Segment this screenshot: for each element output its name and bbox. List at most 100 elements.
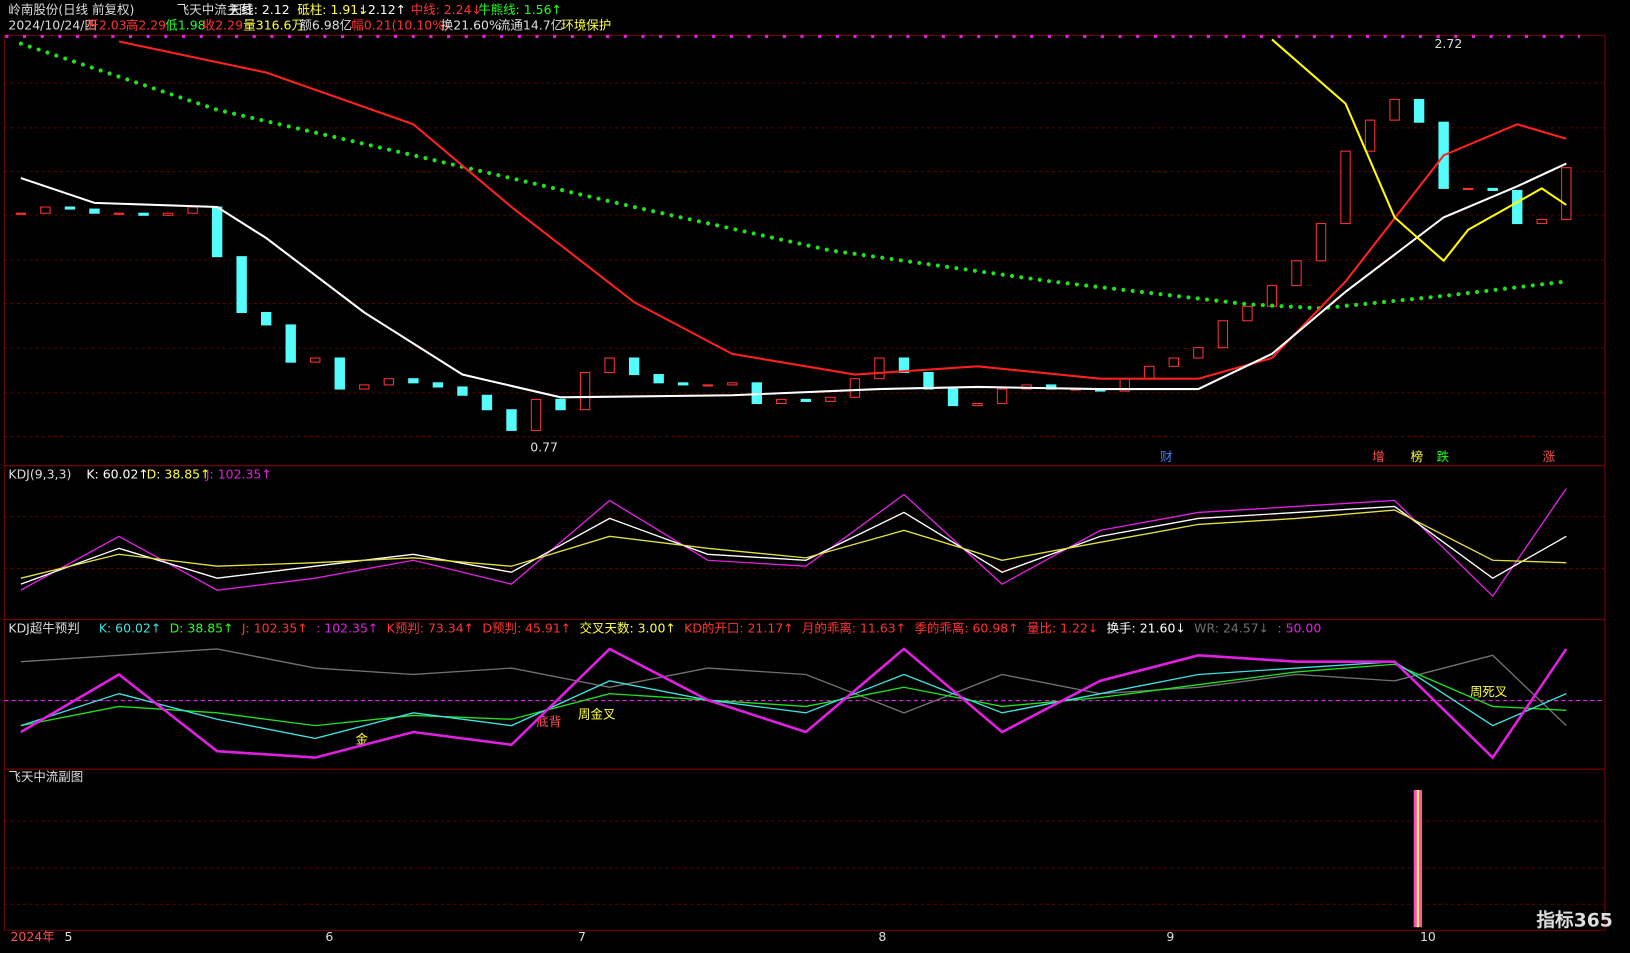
candle — [1217, 320, 1229, 349]
kdj2-item: J: 102.35↑ — [241, 620, 308, 635]
blank-val: : 2.12↑ — [360, 2, 406, 17]
candle — [285, 324, 296, 363]
kdj-k: K: 60.02↑ — [86, 467, 148, 482]
max-label: 2.72 — [1435, 36, 1463, 51]
candle — [1561, 167, 1572, 220]
date-axis: 2024年 5 6 7 8 9 10 — [10, 929, 1435, 944]
note: 金 — [356, 732, 369, 747]
note: 周金叉 — [578, 707, 616, 722]
kdj2-item: 季的乖离: 60.98↑ — [914, 620, 1018, 635]
niuxiong: 牛熊线: 1.56↑ — [478, 2, 562, 17]
kdj-title: KDJ(9,3,3) — [8, 467, 71, 482]
date-label: 2024年 — [10, 929, 54, 944]
zhongxian: 中线: 2.24↓ — [411, 2, 482, 17]
min-label: 0.77 — [530, 439, 558, 454]
signal-bar-core — [1416, 789, 1419, 928]
kdj2-item: : 50.00 — [1277, 620, 1321, 635]
k-line — [20, 661, 1567, 740]
candle — [1144, 365, 1155, 380]
candle — [776, 398, 787, 405]
candle — [1462, 187, 1474, 190]
candle — [138, 212, 149, 216]
candle — [825, 396, 836, 402]
kdj2-item: KD的开口: 21.17↑ — [684, 620, 793, 635]
kdj2-item: D: 38.85↑ — [170, 620, 234, 635]
kdj2-item: K预判: 73.34↑ — [387, 620, 474, 635]
stock: 岭南股份(日线 前复权) — [8, 2, 134, 17]
kdj2-item: D预判: 45.91↑ — [482, 620, 571, 635]
note: 周死叉 — [1470, 684, 1508, 699]
kdj-d: D: 38.85↑ — [147, 467, 211, 482]
candle — [727, 382, 738, 386]
kdj2-item: 交叉天数: 3.00↑ — [580, 620, 676, 635]
candle — [1340, 150, 1351, 225]
yellow-line — [1271, 38, 1567, 263]
amount: 额6.98亿 — [299, 17, 352, 32]
candle — [678, 382, 689, 386]
candle — [898, 357, 910, 374]
kdj2-item: K: 60.02↑ — [99, 620, 161, 635]
candle — [1291, 260, 1302, 287]
close: 收2.29 — [203, 17, 243, 32]
note: 底背 — [536, 714, 561, 729]
candle — [481, 394, 493, 411]
wr-line — [20, 648, 1567, 727]
candle — [874, 357, 885, 380]
date-label: 9 — [1166, 929, 1174, 944]
mark: 涨 — [1543, 449, 1556, 464]
candle — [236, 256, 247, 314]
vol: 量316.6万 — [243, 17, 304, 32]
date-label: 8 — [878, 929, 886, 944]
open: 开2.03 — [86, 17, 126, 32]
candle — [1242, 305, 1253, 322]
j-line — [20, 488, 1567, 598]
logo: 指标365 — [1536, 909, 1612, 931]
kdj2-item: 月的乖离: 11.63↑ — [802, 620, 906, 635]
candle — [923, 371, 934, 390]
sector: 环境保护 — [561, 17, 611, 32]
kdj2-item: WR: 24.57↓ — [1194, 620, 1269, 635]
mark: 跌 — [1437, 449, 1450, 464]
candle — [604, 357, 615, 374]
zhongxian-line — [118, 40, 1567, 380]
candle — [849, 378, 861, 398]
candle — [800, 398, 812, 402]
candle — [310, 357, 321, 363]
candle — [15, 212, 27, 215]
candle — [1536, 218, 1547, 225]
candle — [628, 357, 640, 376]
header: 岭南股份(日线 前复权) 飞天中流主图 天线: 2.12 砥柱: 1.91↓ :… — [8, 2, 611, 33]
date-label: 10 — [1420, 929, 1436, 944]
sub-title: 飞天中流副图 — [8, 769, 83, 784]
candle — [1266, 285, 1278, 307]
date-label: 7 — [578, 929, 586, 944]
candle — [334, 357, 345, 390]
candle — [1389, 98, 1400, 121]
candle — [1364, 119, 1376, 152]
float: 流通14.7亿 — [498, 17, 563, 32]
candle — [89, 208, 100, 214]
niuxiong-line — [18, 41, 1569, 311]
candle — [555, 398, 566, 411]
mark: 增 — [1372, 449, 1384, 464]
date: 2024/10/24/四 — [8, 17, 97, 32]
mark: 财 — [1160, 449, 1172, 464]
candle — [579, 371, 591, 411]
candle — [187, 206, 198, 214]
date-label: 6 — [325, 929, 333, 944]
candle — [40, 206, 51, 214]
d-line — [20, 509, 1567, 579]
turnover: 换21.60% — [441, 17, 501, 32]
candle — [530, 398, 542, 431]
candle — [162, 212, 174, 216]
candle — [1315, 223, 1327, 262]
candle — [972, 402, 983, 407]
change: 幅0.21(10.10%) — [351, 17, 449, 32]
candle — [1168, 357, 1180, 367]
candle — [211, 206, 223, 258]
candle — [996, 388, 1008, 405]
candle — [1487, 187, 1498, 191]
tianxian: 天线: 2.12 — [229, 2, 290, 17]
